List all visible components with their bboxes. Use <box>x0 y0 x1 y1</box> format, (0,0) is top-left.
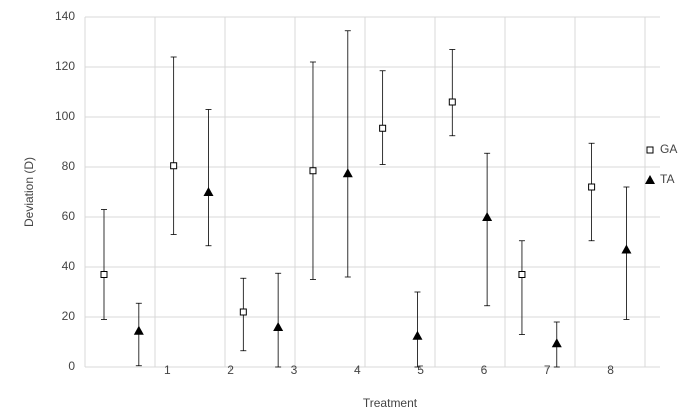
y-tick-label: 140 <box>55 9 75 23</box>
x-tick-label: 5 <box>417 363 424 377</box>
point <box>203 187 214 196</box>
point <box>482 212 493 221</box>
point <box>412 330 423 340</box>
point <box>309 167 317 175</box>
y-tick-label: 60 <box>62 209 76 223</box>
y-tick-label: 120 <box>55 59 75 73</box>
point <box>239 308 247 316</box>
x-axis-label: Treatment <box>363 396 418 410</box>
vertical-dividers <box>154 17 646 367</box>
legend-label: GA <box>660 142 677 156</box>
y-tick-label: 20 <box>62 309 76 323</box>
y-tick-label: 0 <box>68 359 75 373</box>
legend-marker <box>646 146 654 154</box>
point <box>379 124 387 132</box>
point <box>273 322 284 331</box>
legend-label: TA <box>660 172 674 186</box>
x-tick-label: 8 <box>607 363 614 377</box>
x-tick-label: 4 <box>354 363 361 377</box>
point <box>170 162 178 170</box>
y-tick-label: 100 <box>55 109 75 123</box>
x-tick-label: 2 <box>227 363 234 377</box>
x-tick-label: 1 <box>164 363 171 377</box>
x-tick-label: 7 <box>544 363 551 377</box>
point <box>621 244 632 254</box>
point <box>551 338 562 348</box>
y-tick-label: 80 <box>62 159 76 173</box>
x-tick-label: 3 <box>291 363 298 377</box>
legend-marker <box>645 175 655 184</box>
point <box>588 183 596 191</box>
point <box>518 271 526 278</box>
point <box>448 98 456 106</box>
y-axis-label: Deviation (D) <box>22 157 36 227</box>
x-tick-label: 6 <box>481 363 488 377</box>
y-tick-label: 40 <box>62 259 76 273</box>
point <box>342 168 353 178</box>
point <box>133 325 144 335</box>
point <box>100 271 108 278</box>
